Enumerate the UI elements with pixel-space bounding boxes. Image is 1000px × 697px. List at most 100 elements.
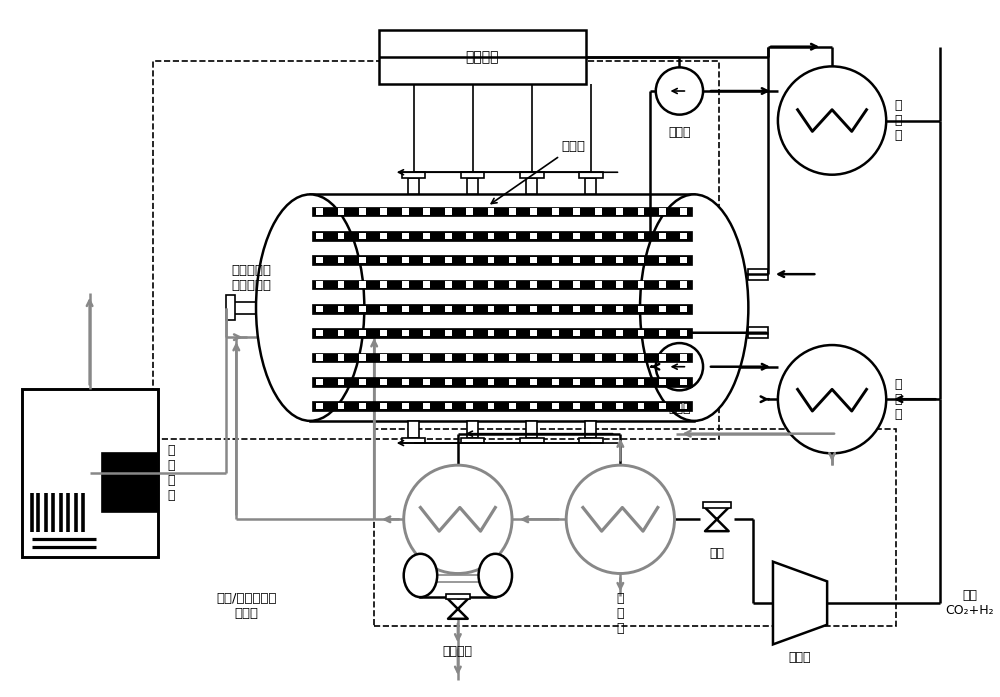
Bar [573, 257, 580, 263]
Bar [595, 282, 602, 288]
Bar [595, 354, 602, 360]
Bar [509, 282, 516, 288]
Bar [573, 233, 580, 239]
Bar [680, 282, 687, 288]
Bar [638, 403, 644, 409]
Bar [530, 208, 537, 215]
Bar [316, 208, 323, 215]
Ellipse shape [256, 194, 364, 421]
Bar [408, 421, 419, 438]
Bar [703, 502, 731, 507]
Bar [659, 257, 666, 263]
Bar [552, 330, 559, 336]
Bar [312, 328, 692, 338]
Bar [638, 208, 644, 215]
Bar [595, 208, 602, 215]
Bar [380, 403, 387, 409]
Bar [472, 546, 480, 554]
Bar [316, 330, 323, 336]
Text: 换
热
器: 换 热 器 [894, 378, 902, 421]
Circle shape [566, 465, 675, 574]
Bar [488, 354, 494, 360]
Bar [379, 30, 586, 84]
Bar [680, 330, 687, 336]
Bar [466, 378, 473, 385]
Bar [445, 330, 452, 336]
Bar [748, 328, 768, 338]
Bar [526, 178, 537, 194]
Circle shape [656, 68, 703, 114]
Bar [530, 378, 537, 385]
Text: 控
制
系
统: 控 制 系 统 [167, 444, 175, 502]
Bar [316, 306, 323, 312]
Bar [573, 378, 580, 385]
Bar [595, 257, 602, 263]
Bar [466, 354, 473, 360]
Bar [359, 208, 366, 215]
Bar [488, 330, 494, 336]
Bar [359, 233, 366, 239]
Bar [466, 208, 473, 215]
Bar [680, 208, 687, 215]
Bar [22, 390, 158, 557]
Circle shape [778, 66, 886, 175]
Text: 预热/冷凝多功能
换热器: 预热/冷凝多功能 换热器 [216, 592, 276, 620]
Bar [316, 282, 323, 288]
Bar [466, 233, 473, 239]
Bar [423, 403, 430, 409]
Bar [573, 282, 580, 288]
Ellipse shape [640, 194, 748, 421]
Bar [659, 233, 666, 239]
Bar [530, 354, 537, 360]
Bar [748, 269, 768, 280]
Bar [402, 208, 409, 215]
Bar [423, 330, 430, 336]
Bar [488, 378, 494, 385]
Bar [445, 354, 452, 360]
Bar [638, 330, 644, 336]
Bar [380, 233, 387, 239]
Bar [585, 178, 596, 194]
Bar [680, 378, 687, 385]
Bar [552, 378, 559, 385]
Bar [520, 438, 544, 443]
Bar [445, 233, 452, 239]
Bar [530, 233, 537, 239]
Bar [659, 330, 666, 336]
Ellipse shape [479, 554, 512, 597]
Bar [552, 208, 559, 215]
Bar [595, 330, 602, 336]
Bar [552, 354, 559, 360]
Bar [488, 282, 494, 288]
Bar [659, 282, 666, 288]
Text: 催化剂: 催化剂 [491, 140, 585, 204]
Text: 场发生器: 场发生器 [466, 50, 499, 64]
Bar [659, 403, 666, 409]
Bar [659, 306, 666, 312]
Bar [509, 354, 516, 360]
Bar [338, 257, 344, 263]
Bar [509, 330, 516, 336]
Bar [573, 208, 580, 215]
Bar [445, 403, 452, 409]
Bar [509, 378, 516, 385]
Bar [102, 453, 157, 512]
Bar [338, 306, 344, 312]
Bar [659, 354, 666, 360]
Bar [552, 306, 559, 312]
Bar [552, 257, 559, 263]
Bar [579, 438, 603, 443]
Text: 循环泵: 循环泵 [668, 126, 691, 139]
Bar [680, 354, 687, 360]
Bar [466, 330, 473, 336]
Bar [359, 354, 366, 360]
Bar [436, 546, 444, 554]
Bar [338, 208, 344, 215]
Bar [402, 438, 425, 443]
Bar [467, 178, 478, 194]
Bar [316, 233, 323, 239]
Bar [359, 257, 366, 263]
Bar [226, 295, 235, 321]
Bar [402, 403, 409, 409]
Text: 进气
CO₂+H₂: 进气 CO₂+H₂ [945, 589, 994, 617]
